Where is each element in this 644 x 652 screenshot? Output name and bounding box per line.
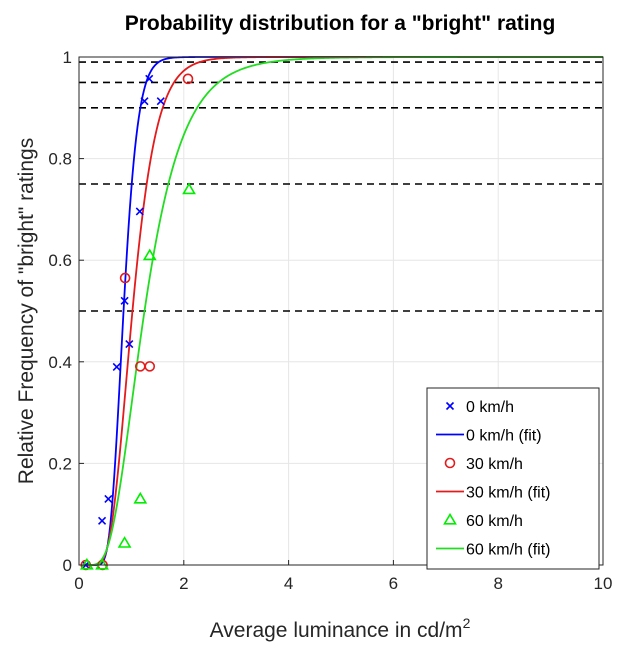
legend-entry-label: 60 km/h bbox=[466, 513, 523, 530]
y-tick-label: 0.4 bbox=[48, 353, 72, 372]
data-point-0 bbox=[125, 339, 134, 349]
legend-swatch-marker bbox=[444, 457, 456, 469]
reference-lines bbox=[79, 61, 603, 312]
data-point-0 bbox=[112, 362, 121, 371]
plot-frame bbox=[78, 56, 604, 566]
y-tick-label: 1 bbox=[63, 48, 72, 67]
data-point-2 bbox=[182, 73, 194, 85]
data-point-0 bbox=[104, 494, 113, 504]
legend-swatch-marker bbox=[443, 512, 457, 525]
x-tick-label: 4 bbox=[284, 574, 293, 593]
data-point-4 bbox=[117, 536, 132, 548]
axis-ticks: 0 2 4 6 8 10 0 0.2 0.4 0.6 0.8 1 bbox=[48, 48, 612, 593]
data-point-4 bbox=[142, 248, 157, 261]
legend-entry-label: 30 km/h bbox=[466, 456, 523, 473]
legend-entry-label: 30 km/h (fit) bbox=[466, 485, 550, 502]
y-tick-label: 0.6 bbox=[48, 251, 72, 270]
data-point-4 bbox=[182, 182, 196, 195]
data-markers bbox=[79, 73, 196, 571]
legend-entry-label: 0 km/h bbox=[466, 399, 514, 416]
y-tick-label: 0 bbox=[63, 556, 72, 575]
data-point-4 bbox=[79, 557, 94, 570]
x-tick-label: 0 bbox=[74, 574, 83, 593]
data-point-0 bbox=[156, 97, 165, 106]
legend-entry-label: 60 km/h (fit) bbox=[466, 542, 550, 559]
legend-box bbox=[426, 387, 600, 570]
x-axis-label-text: Average luminance in cd/m bbox=[210, 619, 463, 642]
x-axis-label-superscript: 2 bbox=[463, 615, 471, 631]
data-point-0 bbox=[145, 74, 154, 83]
x-tick-label: 8 bbox=[493, 574, 502, 593]
chart-title: Probability distribution for a "bright" … bbox=[125, 12, 556, 35]
y-axis-label: Relative Frequency of "bright" ratings bbox=[15, 138, 38, 484]
data-point-0 bbox=[140, 97, 149, 106]
legend: 0 km/h 0 km/h (fit) 30 km/h 30 km/h (fit) 60… bbox=[426, 387, 600, 570]
data-point-2 bbox=[119, 272, 131, 284]
data-point-4 bbox=[95, 557, 109, 570]
data-point-0 bbox=[120, 296, 129, 305]
legend-swatch-marker bbox=[445, 401, 455, 411]
data-point-2 bbox=[144, 361, 156, 372]
y-tick-label: 0.2 bbox=[48, 454, 72, 473]
x-tick-label: 6 bbox=[389, 574, 398, 593]
x-tick-label: 10 bbox=[594, 574, 613, 593]
data-point-0 bbox=[97, 516, 107, 525]
data-point-4 bbox=[133, 491, 148, 504]
legend-entry-label: 0 km/h (fit) bbox=[466, 428, 542, 445]
data-point-0 bbox=[135, 207, 144, 216]
y-tick-label: 0.8 bbox=[48, 150, 72, 169]
x-axis-label: Average luminance in cd/m2 bbox=[210, 615, 471, 642]
x-tick-label: 2 bbox=[179, 574, 188, 593]
